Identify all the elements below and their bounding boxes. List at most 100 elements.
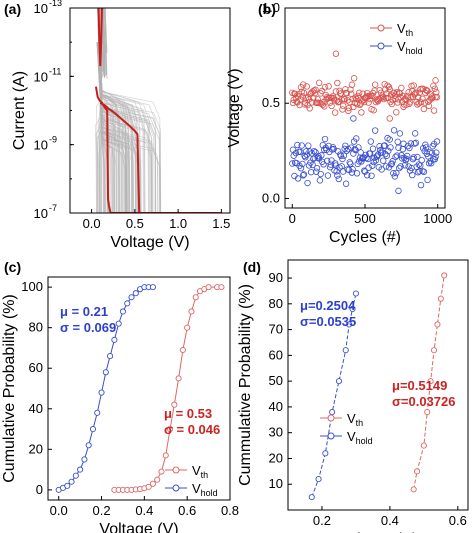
y-tick-label: 30	[269, 425, 283, 440]
data-point	[321, 135, 329, 143]
data-point	[315, 476, 322, 483]
data-point	[94, 409, 101, 416]
x-tick-label: 0.4	[135, 503, 153, 518]
data-point	[371, 127, 379, 134]
data-point	[81, 456, 88, 463]
data-point	[341, 96, 348, 103]
data-point	[324, 172, 332, 179]
data-point	[342, 180, 350, 187]
cycle-curve	[98, 42, 222, 213]
legend-label: Vhold	[192, 481, 218, 498]
plot-area	[94, 8, 222, 213]
data-point	[351, 146, 359, 153]
data-point	[419, 167, 426, 175]
data-point	[316, 177, 324, 184]
y-tick-label: 0	[36, 482, 43, 497]
cycle-curve	[96, 42, 222, 213]
data-point	[313, 164, 321, 172]
data-point	[365, 164, 372, 171]
data-point	[347, 160, 354, 168]
cycle-curve	[104, 8, 108, 79]
y-tick-label: 90	[269, 270, 283, 285]
data-point	[317, 170, 324, 178]
data-point	[412, 139, 420, 147]
data-point	[305, 142, 312, 149]
data-point	[395, 144, 402, 151]
legend-swatch-marker	[377, 42, 385, 50]
data-point	[393, 152, 401, 159]
data-point	[334, 148, 342, 155]
data-point	[433, 94, 441, 101]
data-point	[410, 82, 417, 89]
data-point	[350, 75, 358, 82]
data-point	[289, 146, 297, 153]
data-point	[149, 480, 156, 487]
data-point	[430, 82, 437, 90]
x-axis-title: Voltage (V)	[99, 521, 178, 533]
data-point	[398, 155, 406, 162]
data-point	[175, 375, 182, 382]
series-1	[289, 115, 441, 195]
data-point	[353, 100, 361, 108]
data-point	[158, 468, 165, 475]
data-point	[299, 160, 306, 168]
data-point	[345, 107, 352, 115]
data-point	[434, 321, 441, 328]
data-point	[322, 450, 329, 457]
data-point	[302, 99, 309, 106]
data-point	[107, 353, 114, 360]
data-point	[300, 171, 308, 178]
data-point	[289, 99, 297, 107]
data-point	[334, 79, 341, 87]
data-point	[410, 486, 417, 493]
data-point	[184, 324, 191, 331]
data-point	[365, 99, 372, 106]
y-tick-label: 10	[34, 1, 48, 16]
data-point	[386, 136, 393, 143]
series-line	[114, 286, 222, 491]
data-point	[102, 369, 109, 376]
data-point	[149, 284, 156, 291]
data-point	[319, 101, 327, 109]
data-point	[332, 50, 340, 57]
x-axis-title: Cycles (#)	[329, 229, 401, 246]
series-0	[289, 50, 441, 122]
data-point	[115, 320, 122, 327]
data-point	[315, 79, 323, 87]
data-point	[371, 87, 378, 94]
legend-swatch-marker	[377, 24, 385, 32]
data-point	[430, 347, 438, 354]
data-point	[304, 179, 311, 187]
data-point	[323, 157, 331, 165]
data-point	[422, 144, 430, 151]
y-tick-label: 50	[269, 373, 283, 388]
data-point	[370, 107, 377, 114]
data-point	[77, 466, 84, 473]
data-point	[381, 142, 388, 149]
data-point	[388, 100, 396, 108]
data-point	[372, 157, 380, 164]
data-point	[346, 321, 353, 328]
y-tick-label: 10	[34, 206, 48, 221]
data-point	[356, 101, 364, 109]
data-point	[89, 425, 97, 433]
data-point	[369, 162, 376, 169]
y-axis-title: Voltage (V)	[226, 68, 243, 147]
data-point	[433, 149, 440, 156]
plot-area	[289, 50, 441, 195]
data-point	[294, 175, 302, 182]
highlight-curve-2	[97, 8, 103, 67]
data-point	[395, 164, 403, 172]
data-point	[298, 142, 305, 149]
x-tick-label: 0.2	[313, 513, 331, 528]
panel-c: 0.0 0.2 0.4 0.6 0.8 0 20 40 60 80 100 Voltage (V) Cu…	[1, 259, 239, 533]
data-point	[431, 156, 439, 163]
x-tick-label: 500	[354, 211, 376, 226]
data-point	[409, 171, 416, 179]
data-point	[358, 109, 365, 116]
data-point	[376, 143, 383, 150]
x-tick-label: 1000	[423, 211, 452, 226]
data-point	[369, 145, 377, 152]
annotation-sigma: σ = 0.069	[60, 320, 116, 335]
data-point	[299, 172, 307, 179]
